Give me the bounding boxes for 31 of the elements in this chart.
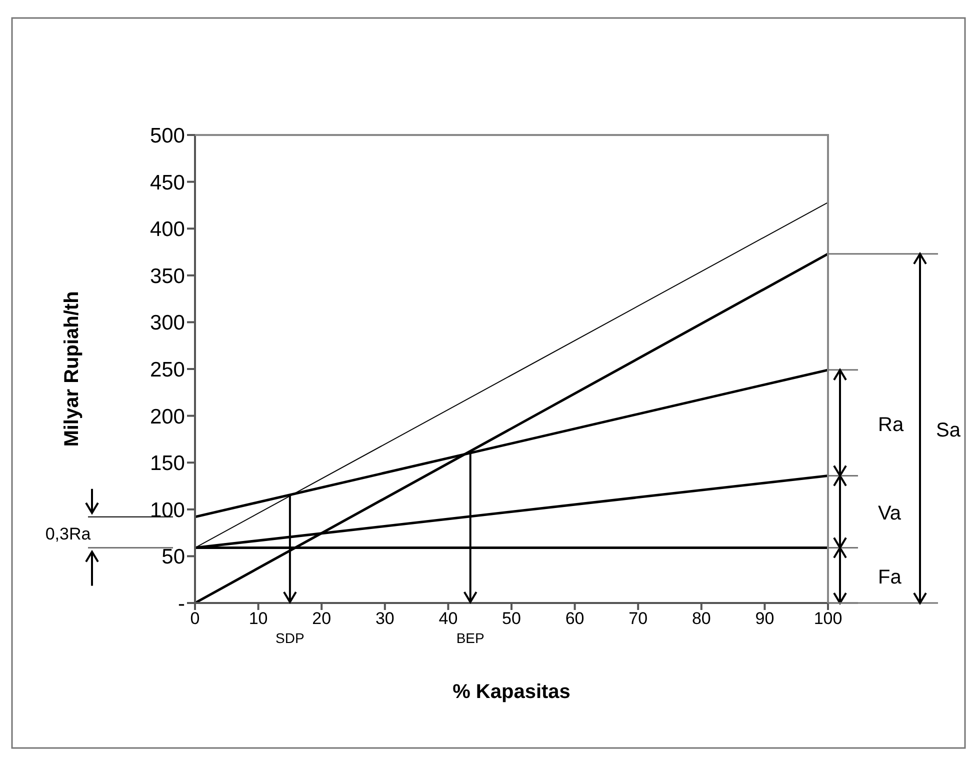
text: Sa [936,419,962,442]
text: Ra [878,414,904,436]
y-tick-label: 100 [150,498,185,522]
x-tick-label: 40 [438,609,458,628]
ref-line-label: BEP [456,630,484,646]
x-tick-label: 80 [692,609,711,628]
text: Fa [878,566,902,588]
x-tick-label: 50 [502,609,521,628]
x-tick-label: 10 [248,609,268,628]
text: 0,3Ra [45,524,92,544]
x-tick-label: 100 [814,609,842,628]
y-tick-label: 200 [150,405,185,428]
x-tick-label: 20 [312,609,332,628]
text: Va [878,502,902,525]
y-tick-label: - [178,592,185,616]
y-tick-label: 400 [150,218,185,242]
x-tick-label: 90 [755,609,774,628]
x-tick-label: 70 [628,609,648,628]
y-tick-label: 500 [150,124,185,148]
y-tick-label: 250 [150,358,185,382]
y-tick-label: 50 [162,546,185,569]
y-tick-label: 300 [150,312,185,335]
y-axis-title: Milyar Rupiah/th [61,291,83,447]
y-tick-label: 350 [150,264,185,288]
ref-line-label: SDP [276,630,304,646]
x-tick-label: 0 [190,609,200,628]
x-tick-label: 60 [565,609,584,628]
y-tick-label: 450 [150,171,185,194]
x-axis-title: % Kapasitas [452,681,570,703]
y-tick-label: 150 [150,452,185,476]
x-tick-label: 30 [375,609,394,628]
